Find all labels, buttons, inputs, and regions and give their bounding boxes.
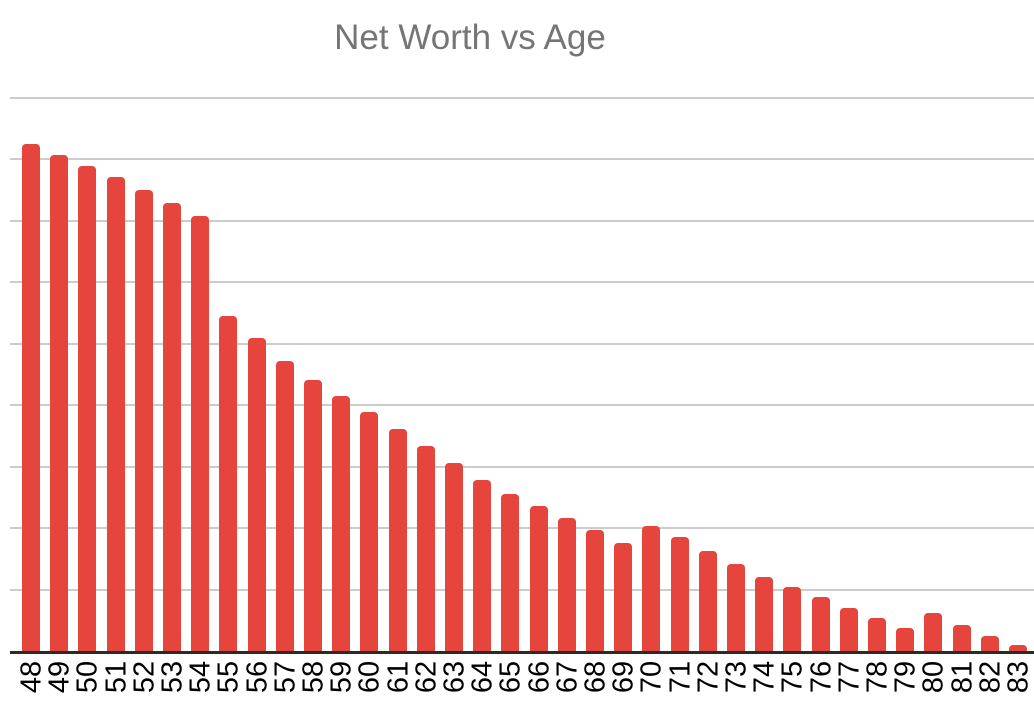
bar-age-73 [727,564,745,651]
bar-age-64 [473,480,492,651]
y-gridline [10,281,1034,283]
bar-age-74 [755,577,774,651]
bar-age-81 [952,625,971,651]
bar-age-78 [868,618,886,651]
y-gridline [10,158,1034,160]
bar-age-60 [360,412,379,651]
bar-age-79 [896,628,915,651]
bar-age-65 [501,494,520,651]
bar-age-57 [275,361,294,651]
chart-title: Net Worth vs Age [334,18,606,57]
bar-age-71 [670,537,689,651]
bar-age-77 [839,608,858,651]
y-gridline [10,219,1034,222]
bar-age-70 [642,526,661,651]
bar-age-67 [557,518,576,651]
bar-age-50 [78,166,97,651]
bar-age-68 [586,530,604,651]
bar-age-58 [304,380,322,651]
y-gridline [10,527,1034,529]
bar-age-61 [388,429,407,651]
bar-age-76 [811,597,830,651]
bar-age-52 [134,190,153,651]
y-gridline [10,404,1034,406]
bar-age-83 [1009,645,1027,651]
bar-age-59 [332,396,351,651]
bar-age-75 [783,587,802,651]
bar-age-54 [191,216,210,651]
bar-age-62 [416,446,435,651]
y-gridline [10,96,1034,99]
bar-age-56 [247,338,266,651]
bar-age-72 [698,551,717,651]
bar-age-49 [50,155,69,651]
bar-age-51 [106,177,125,651]
y-gridline [10,465,1034,468]
x-tick-label: 83 [1002,660,1034,694]
bar-age-53 [163,203,181,651]
bar-age-63 [445,463,463,651]
bar-age-48 [22,144,40,651]
bar-age-82 [980,636,999,651]
bar-age-69 [614,543,633,651]
x-axis-line [10,651,1034,654]
chart-title-row: Net Worth vs Age [0,0,1034,76]
y-gridline [10,342,1034,345]
bar-age-66 [529,506,548,651]
bar-age-55 [219,316,238,651]
bar-age-80 [924,613,943,651]
y-gridline [10,588,1034,591]
